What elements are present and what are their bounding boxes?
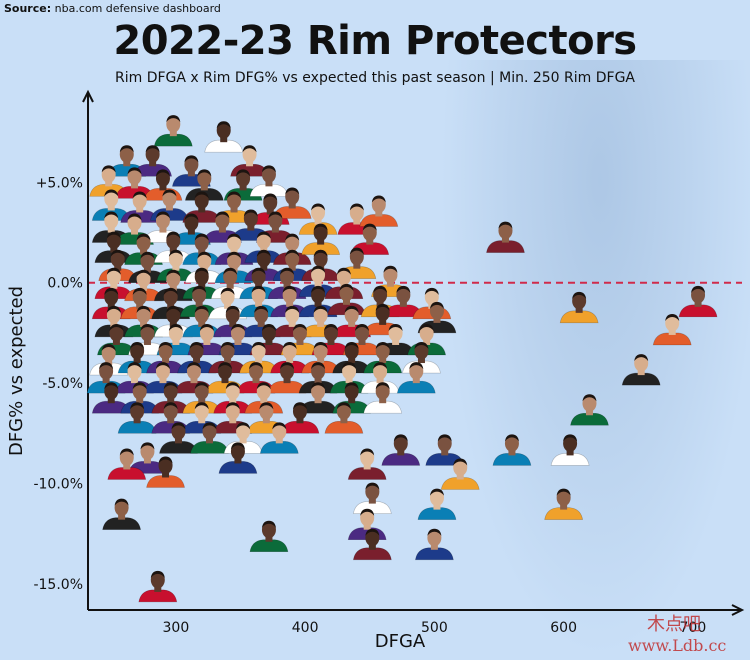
player-headshot-point (91, 382, 131, 414)
player-headshot-point (363, 382, 403, 414)
player-headshot-point (239, 342, 278, 374)
y-tick-label: 0.0% (47, 276, 83, 292)
player-headshot-point (381, 434, 421, 466)
player-headshot-point (231, 209, 271, 241)
player-headshot-point (621, 354, 661, 386)
player-headshot-point (117, 402, 157, 434)
player-headshot-point (146, 342, 185, 374)
player-headshot-point (559, 291, 599, 324)
player-headshot-point (570, 394, 609, 426)
player-headshot-point (486, 221, 525, 253)
player-headshot-point (107, 448, 147, 480)
tick-labels: 300 400 500 600 700 +5.0% 0.0% -5.0% -10.0% -15.0… (33, 175, 706, 636)
player-headshot-point (678, 285, 718, 318)
player-headshot-point (249, 520, 289, 553)
player-headshot-point (190, 422, 229, 454)
y-tick-label: -10.0% (33, 477, 83, 493)
player-headshot-point (440, 458, 480, 490)
player-headshot-point (159, 422, 198, 454)
player-headshot-point (259, 422, 299, 454)
data-points (86, 115, 718, 603)
source-label: Source: (4, 2, 52, 15)
player-headshot-point (492, 434, 532, 466)
source-note: Source: nba.com defensive dashboard (4, 2, 221, 15)
background-player-image (440, 60, 750, 660)
player-headshot-point (550, 434, 590, 466)
player-headshot-point (415, 528, 454, 561)
watermark-chinese: 木点吧 (647, 614, 701, 635)
watermark-url: www.Ldb.cc (628, 636, 727, 655)
chart-subtitle: Rim DFGA x Rim DFG% vs expected this pas… (114, 70, 636, 86)
player-headshot-point (417, 488, 457, 520)
y-tick-label: -5.0% (42, 376, 83, 392)
y-tick-label: -15.0% (33, 577, 83, 593)
player-headshot-point (146, 456, 185, 488)
x-tick-label: 300 (163, 620, 190, 636)
player-headshot-point (359, 195, 399, 227)
source-text: nba.com defensive dashboard (51, 2, 221, 15)
player-headshot-point (352, 482, 392, 514)
player-headshot-point (652, 313, 692, 346)
player-headshot-point (298, 382, 338, 414)
chart-title: 2022-23 Rim Protectors (113, 18, 637, 64)
y-tick-label: +5.0% (36, 175, 83, 191)
player-headshot-point (384, 285, 423, 318)
player-headshot-point (301, 223, 341, 255)
player-headshot-point (324, 402, 364, 434)
x-axis-label: DFGA (375, 631, 426, 652)
y-axis-label: DFG% vs expected (6, 286, 27, 456)
x-tick-label: 400 (292, 620, 319, 636)
player-headshot-point (204, 121, 244, 153)
player-headshot-point (153, 115, 193, 147)
x-tick-label: 600 (550, 620, 577, 636)
player-headshot-point (352, 528, 392, 561)
player-headshot-point (187, 323, 227, 356)
player-headshot-point (272, 187, 312, 219)
player-headshot-point (280, 402, 320, 434)
x-axis-arrow (731, 604, 745, 616)
x-tick-label: 700 (680, 620, 707, 636)
player-headshot-point (218, 442, 258, 474)
player-headshot-point (102, 498, 141, 530)
player-headshot-point (396, 362, 436, 394)
player-headshot-point (151, 382, 191, 414)
y-axis-arrow (82, 89, 94, 103)
player-headshot-point (347, 448, 387, 480)
player-headshot-point (267, 362, 307, 394)
player-headshot-point (249, 165, 289, 197)
x-tick-label: 500 (421, 620, 448, 636)
player-headshot-point (544, 488, 583, 520)
player-headshot-point (138, 570, 178, 603)
